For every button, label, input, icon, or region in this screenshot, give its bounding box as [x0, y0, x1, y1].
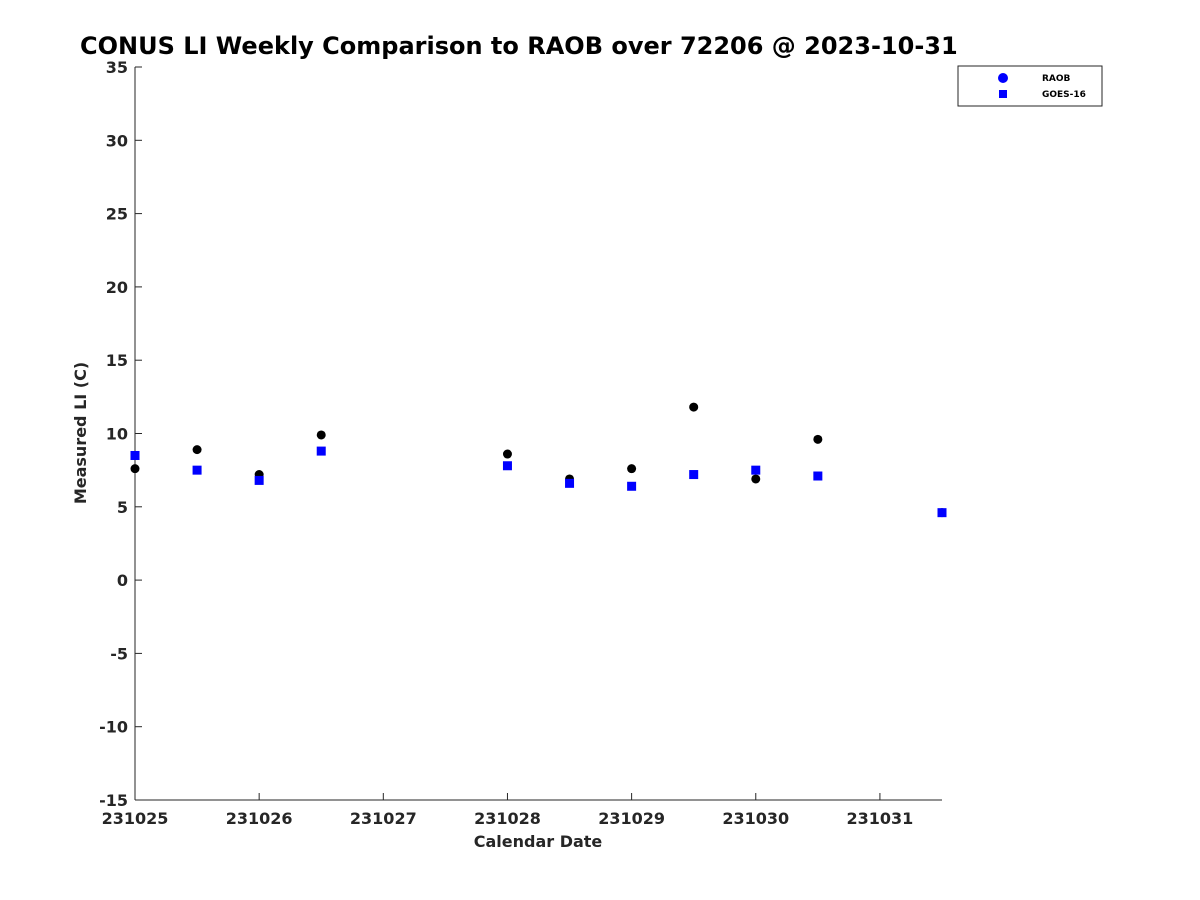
x-tick-label: 231030 [722, 809, 789, 828]
x-axis-label: Calendar Date [474, 832, 603, 851]
x-tick-label: 231027 [350, 809, 417, 828]
point-goes16 [316, 446, 326, 456]
y-tick-label: -10 [99, 718, 128, 737]
point-goes16 [565, 478, 575, 488]
y-tick-label: 0 [117, 571, 128, 590]
x-tick-label: 231026 [226, 809, 293, 828]
y-axis-ticks: 35 30 25 20 15 10 5 0 -5 -10 -15 [99, 58, 142, 810]
chart-title: CONUS LI Weekly Comparison to RAOB over … [80, 32, 958, 60]
point-raob [689, 402, 699, 412]
legend-label-goes16: GOES-16 [1042, 90, 1086, 100]
y-tick-label: 20 [106, 278, 128, 297]
legend: RAOB GOES-16 [957, 65, 1103, 107]
x-tick-label: 231029 [598, 809, 665, 828]
x-tick-label: 231025 [102, 809, 169, 828]
point-goes16 [813, 471, 823, 481]
point-goes16 [751, 465, 761, 475]
data-points [130, 402, 947, 518]
y-tick-label: 35 [106, 58, 128, 77]
point-raob [751, 474, 761, 484]
point-raob [192, 445, 202, 455]
x-tick-label: 231028 [474, 809, 541, 828]
point-raob [130, 464, 140, 474]
point-raob [502, 449, 512, 459]
y-tick-label: 10 [106, 425, 128, 444]
y-tick-label: 5 [117, 498, 128, 517]
y-tick-label: 30 [106, 131, 128, 150]
point-goes16 [130, 450, 140, 460]
point-goes16 [689, 470, 699, 480]
legend-label-raob: RAOB [1042, 74, 1071, 84]
point-goes16 [937, 508, 947, 518]
x-axis-ticks: 231025 231026 231027 231028 231029 231030 2310… [102, 793, 914, 828]
point-raob [627, 464, 637, 474]
legend-marker-goes16 [999, 90, 1007, 98]
y-tick-label: 15 [106, 351, 128, 370]
legend-box [957, 65, 1103, 107]
y-axis-label: Measured LI (C) [71, 362, 90, 504]
point-goes16 [254, 475, 264, 485]
y-tick-label: -15 [99, 791, 128, 810]
y-tick-label: 25 [106, 205, 128, 224]
point-goes16 [192, 465, 202, 475]
point-raob [316, 430, 326, 440]
x-tick-label: 231031 [847, 809, 914, 828]
y-tick-label: -5 [110, 644, 128, 663]
legend-marker-raob [998, 73, 1008, 83]
point-goes16 [502, 461, 512, 471]
point-raob [813, 434, 823, 444]
point-goes16 [627, 481, 637, 491]
